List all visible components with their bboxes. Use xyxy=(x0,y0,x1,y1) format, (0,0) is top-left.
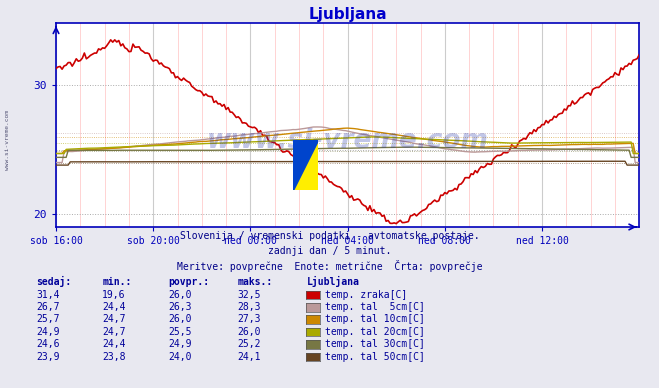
Text: 19,6: 19,6 xyxy=(102,289,126,300)
Text: 26,7: 26,7 xyxy=(36,302,60,312)
Text: 23,9: 23,9 xyxy=(36,352,60,362)
Text: temp. tal 50cm[C]: temp. tal 50cm[C] xyxy=(325,352,425,362)
Text: 31,4: 31,4 xyxy=(36,289,60,300)
Title: Ljubljana: Ljubljana xyxy=(308,7,387,22)
Text: 24,6: 24,6 xyxy=(36,339,60,349)
Text: 24,4: 24,4 xyxy=(102,302,126,312)
Text: temp. tal 30cm[C]: temp. tal 30cm[C] xyxy=(325,339,425,349)
Text: temp. tal  5cm[C]: temp. tal 5cm[C] xyxy=(325,302,425,312)
Text: 27,3: 27,3 xyxy=(237,314,261,324)
Text: 28,3: 28,3 xyxy=(237,302,261,312)
Text: 26,3: 26,3 xyxy=(168,302,192,312)
Text: temp. tal 20cm[C]: temp. tal 20cm[C] xyxy=(325,327,425,337)
Text: 25,7: 25,7 xyxy=(36,314,60,324)
Text: sedaj:: sedaj: xyxy=(36,276,71,287)
Text: www.si-vreme.com: www.si-vreme.com xyxy=(5,110,11,170)
Text: 25,5: 25,5 xyxy=(168,327,192,337)
Text: temp. tal 10cm[C]: temp. tal 10cm[C] xyxy=(325,314,425,324)
Polygon shape xyxy=(293,140,318,190)
Text: 24,9: 24,9 xyxy=(36,327,60,337)
Text: Meritve: povprečne  Enote: metrične  Črta: povprečje: Meritve: povprečne Enote: metrične Črta:… xyxy=(177,260,482,272)
Text: 24,0: 24,0 xyxy=(168,352,192,362)
Text: 26,0: 26,0 xyxy=(237,327,261,337)
Polygon shape xyxy=(293,140,318,190)
Text: 26,0: 26,0 xyxy=(168,314,192,324)
Text: temp. zraka[C]: temp. zraka[C] xyxy=(325,289,407,300)
Text: www.si-vreme.com: www.si-vreme.com xyxy=(207,128,488,154)
Text: 24,7: 24,7 xyxy=(102,314,126,324)
Text: Slovenija / vremenski podatki - avtomatske postaje.: Slovenija / vremenski podatki - avtomats… xyxy=(180,230,479,241)
Text: maks.:: maks.: xyxy=(237,277,272,287)
Text: 32,5: 32,5 xyxy=(237,289,261,300)
Text: 26,0: 26,0 xyxy=(168,289,192,300)
Text: 24,9: 24,9 xyxy=(168,339,192,349)
Text: 24,7: 24,7 xyxy=(102,327,126,337)
Text: 24,1: 24,1 xyxy=(237,352,261,362)
Text: zadnji dan / 5 minut.: zadnji dan / 5 minut. xyxy=(268,246,391,256)
Text: min.:: min.: xyxy=(102,277,132,287)
Text: 25,2: 25,2 xyxy=(237,339,261,349)
Text: povpr.:: povpr.: xyxy=(168,277,209,287)
Text: 23,8: 23,8 xyxy=(102,352,126,362)
Text: 24,4: 24,4 xyxy=(102,339,126,349)
Text: Ljubljana: Ljubljana xyxy=(306,276,359,287)
